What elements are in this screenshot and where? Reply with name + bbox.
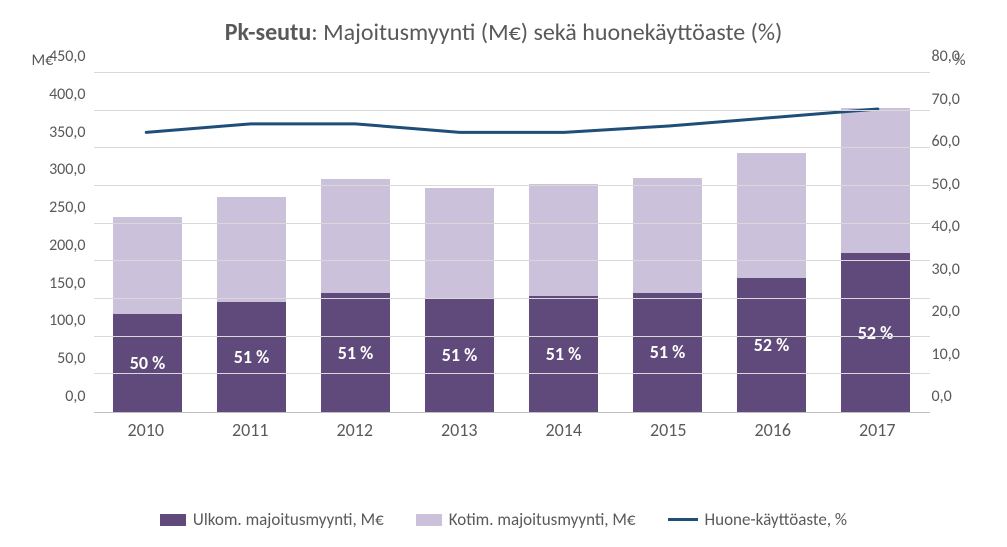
legend-swatch-foreign xyxy=(160,514,186,526)
gridline xyxy=(94,373,930,374)
chart-area: M€ % 0,050,0100,0150,0200,0250,0300,0350… xyxy=(24,51,984,471)
occupancy-line xyxy=(146,109,878,132)
y-right-tick: 70,0 xyxy=(932,92,992,108)
x-axis-label: 2014 xyxy=(512,419,617,441)
y-axis-right-ticks: 0,010,020,030,040,050,060,070,080,0 xyxy=(932,73,992,413)
x-axis-labels: 20102011201220132014201520162017 xyxy=(94,419,930,441)
gridline xyxy=(94,72,930,73)
legend-line-occupancy xyxy=(668,518,698,521)
x-axis-label: 2017 xyxy=(825,419,930,441)
gridline xyxy=(94,147,930,148)
legend-swatch-domestic xyxy=(416,514,442,526)
legend: Ulkom. majoitusmyynti, M€ Kotim. majoitu… xyxy=(20,509,987,530)
legend-item-foreign: Ulkom. majoitusmyynti, M€ xyxy=(160,509,384,530)
y-left-tick: 450,0 xyxy=(24,49,86,65)
y-left-tick: 350,0 xyxy=(24,125,86,141)
y-left-tick: 400,0 xyxy=(24,87,86,103)
gridline xyxy=(94,223,930,224)
x-axis-label: 2015 xyxy=(616,419,721,441)
y-right-tick: 80,0 xyxy=(932,49,992,65)
legend-label-occupancy: Huone-käyttöaste, % xyxy=(705,509,848,530)
chart-title-rest: : Majoitusmyynti (M€) sekä huonekäyttöas… xyxy=(311,18,782,47)
y-left-tick: 200,0 xyxy=(24,238,86,254)
y-right-tick: 20,0 xyxy=(932,304,992,320)
y-left-tick: 0,0 xyxy=(24,389,86,405)
y-right-tick: 60,0 xyxy=(932,134,992,150)
y-right-tick: 10,0 xyxy=(932,347,992,363)
chart-title-bold: Pk-seutu xyxy=(225,18,312,47)
y-left-tick: 150,0 xyxy=(24,276,86,292)
x-axis-label: 2011 xyxy=(198,419,303,441)
gridline xyxy=(94,298,930,299)
y-left-tick: 300,0 xyxy=(24,162,86,178)
x-axis-label: 2012 xyxy=(303,419,408,441)
gridline xyxy=(94,110,930,111)
x-axis-label: 2013 xyxy=(407,419,512,441)
legend-item-occupancy: Huone-käyttöaste, % xyxy=(668,509,848,530)
y-axis-left-ticks: 0,0 50,0 100,0 150,0 200,0 250,0 300,0 350,0 400… xyxy=(24,73,86,413)
y-left-tick: 250,0 xyxy=(24,200,86,216)
y-right-tick: 40,0 xyxy=(932,219,992,235)
x-axis-label: 2010 xyxy=(94,419,199,441)
gridline xyxy=(94,260,930,261)
gridline xyxy=(94,336,930,337)
legend-item-domestic: Kotim. majoitusmyynti, M€ xyxy=(416,509,636,530)
y-right-tick: 30,0 xyxy=(932,262,992,278)
legend-label-domestic: Kotim. majoitusmyynti, M€ xyxy=(449,509,636,530)
gridline xyxy=(94,185,930,186)
y-left-tick: 100,0 xyxy=(24,313,86,329)
legend-label-foreign: Ulkom. majoitusmyynti, M€ xyxy=(193,509,384,530)
y-right-tick: 50,0 xyxy=(932,177,992,193)
plot-region: 50 %51 %51 %51 %51 %51 %52 %52 % xyxy=(94,73,930,413)
x-axis-label: 2016 xyxy=(721,419,826,441)
chart-title: Pk-seutu: Majoitusmyynti (M€) sekä huone… xyxy=(20,18,987,47)
line-layer xyxy=(94,73,930,412)
y-right-tick: 0,0 xyxy=(932,389,992,405)
y-left-tick: 50,0 xyxy=(24,351,86,367)
